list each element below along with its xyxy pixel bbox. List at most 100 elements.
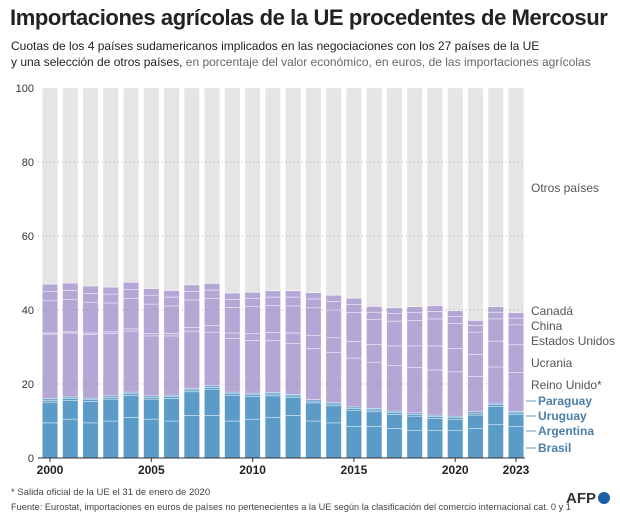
bar-segment-estados-unidos-2015: [345, 312, 362, 342]
y-tick-label: 60: [22, 231, 34, 243]
bar-segment-brasil-2008: [204, 415, 221, 459]
bar-segment-ucrania-2016: [366, 344, 383, 363]
bar-segment-canadá-2022: [487, 306, 504, 313]
bar-segment-china-2004: [122, 288, 140, 299]
bar-segment-argentina-2016: [366, 411, 383, 427]
bar-segment-canadá-2014: [325, 294, 342, 302]
series-label: Argentina: [538, 424, 594, 438]
bar-segment-otros-países-2013: [305, 87, 322, 293]
bar-segment-ucrania-2021: [467, 354, 484, 377]
bar-segment-china-2010: [244, 298, 261, 307]
bar-segment-estados-unidos-2022: [487, 318, 504, 342]
bar-segment-argentina-2010: [244, 396, 261, 420]
bar-segment-otros-países-2002: [82, 87, 99, 287]
bar-segment-estados-unidos-2000: [41, 300, 59, 334]
bar-segment-otros-países-2022: [487, 87, 504, 307]
bar-segment-reino-unido--2015: [345, 357, 362, 408]
series-label: Brasil: [538, 441, 571, 455]
y-tick-label: 40: [22, 305, 34, 317]
bar-segment-china-2006: [163, 296, 180, 307]
bar-segment-canadá-2010: [244, 291, 261, 299]
bar-segment-reino-unido--2007: [183, 330, 200, 389]
bar-segment-ucrania-2023: [507, 344, 525, 373]
bar-segment-estados-unidos-2013: [305, 307, 322, 336]
bar-segment-china-2022: [487, 311, 504, 320]
bar-segment-argentina-2023: [507, 414, 525, 427]
series-label: Reino Unido*: [531, 378, 602, 392]
bar-segment-estados-unidos-2019: [426, 318, 444, 347]
footnote: * Salida oficial de la UE el 31 de enero…: [11, 487, 211, 498]
bar-segment-china-2015: [345, 304, 362, 313]
bar-segment-argentina-2002: [82, 401, 99, 424]
bar-segment-ucrania-2018: [406, 345, 423, 368]
bar-segment-brasil-2014: [325, 422, 342, 459]
bar-segment-estados-unidos-2014: [325, 309, 342, 339]
bar-segment-reino-unido--2013: [305, 348, 322, 400]
bar-segment-reino-unido--2008: [204, 331, 221, 387]
series-label: Ucrania: [531, 356, 573, 370]
bar-segment-brasil-2023: [507, 426, 525, 459]
bar-segment-canadá-2013: [305, 292, 322, 300]
bar-segment-otros-países-2011: [264, 87, 281, 292]
bar-segment-ucrania-2007: [183, 327, 200, 332]
bar-segment-otros-países-2023: [507, 87, 525, 313]
bar-segment-brasil-2009: [224, 420, 241, 459]
bar-segment-reino-unido--2017: [386, 365, 403, 412]
bar-segment-china-2011: [264, 296, 281, 306]
bar-segment-reino-unido--2022: [487, 366, 504, 404]
bar-segment-china-2002: [82, 293, 99, 303]
x-tick-label: 2010: [239, 463, 266, 477]
bar-segment-canadá-2016: [366, 305, 383, 313]
bar-segment-canadá-2001: [62, 282, 79, 291]
bar-segment-brasil-2018: [406, 429, 423, 459]
bar-segment-canadá-2007: [183, 284, 200, 292]
bar-segment-china-2023: [507, 317, 525, 326]
bar-segment-argentina-2013: [305, 402, 322, 422]
bar-segment-estados-unidos-2008: [204, 298, 221, 326]
bar-segment-ucrania-2022: [487, 340, 504, 368]
bar-segment-argentina-2009: [224, 395, 241, 422]
bar-segment-ucrania-2015: [345, 341, 362, 359]
bar-segment-canadá-2020: [447, 310, 464, 317]
bar-segment-canadá-2019: [426, 305, 444, 312]
bar-segment-reino-unido--2020: [447, 371, 464, 417]
bar-segment-estados-unidos-2007: [183, 299, 200, 328]
bar-segment-china-2016: [366, 311, 383, 320]
bar-segment-estados-unidos-2010: [244, 306, 261, 334]
bar-segment-china-2008: [204, 289, 221, 299]
bar-segment-canadá-2005: [143, 288, 160, 296]
bar-segment-brasil-2013: [305, 420, 322, 459]
bar-segment-brasil-2020: [447, 429, 464, 459]
bar-segment-china-2020: [447, 315, 464, 324]
bar-segment-otros-países-2007: [183, 87, 200, 286]
bar-segment-ucrania-2014: [325, 337, 342, 353]
bar-segment-argentina-2020: [447, 419, 464, 431]
bar-segment-reino-unido--2023: [507, 372, 525, 412]
bar-segment-ucrania-2019: [426, 345, 444, 371]
bar-segment-canadá-2008: [204, 283, 221, 291]
bar-segment-estados-unidos-2016: [366, 319, 383, 345]
bar-segment-argentina-2022: [487, 406, 504, 426]
bar-segment-brasil-2000: [41, 422, 59, 459]
series-label: Otros países: [531, 181, 599, 195]
bar-segment-ucrania-2005: [143, 333, 160, 337]
bar-segment-china-2014: [325, 301, 342, 311]
bar-segment-china-2021: [467, 325, 484, 333]
bar-segment-canadá-2017: [386, 307, 403, 314]
bar-segment-reino-unido--2001: [62, 332, 79, 398]
bar-segment-canadá-2006: [163, 290, 180, 298]
bar-segment-china-2005: [143, 294, 160, 305]
bar-segment-otros-países-2012: [285, 87, 302, 292]
bar-segment-ucrania-2004: [122, 328, 140, 332]
bar-segment-estados-unidos-2005: [143, 303, 160, 334]
bar-segment-canadá-2023: [507, 312, 525, 319]
bar-segment-brasil-2021: [467, 428, 484, 459]
bar-segment-otros-países-2006: [163, 87, 180, 291]
bar-segment-china-2018: [406, 312, 423, 321]
bar-segment-reino-unido--2014: [325, 352, 342, 403]
bar-segment-estados-unidos-2003: [102, 302, 119, 333]
bar-segment-estados-unidos-2004: [122, 298, 140, 330]
bar-segment-otros-países-2010: [244, 87, 261, 293]
